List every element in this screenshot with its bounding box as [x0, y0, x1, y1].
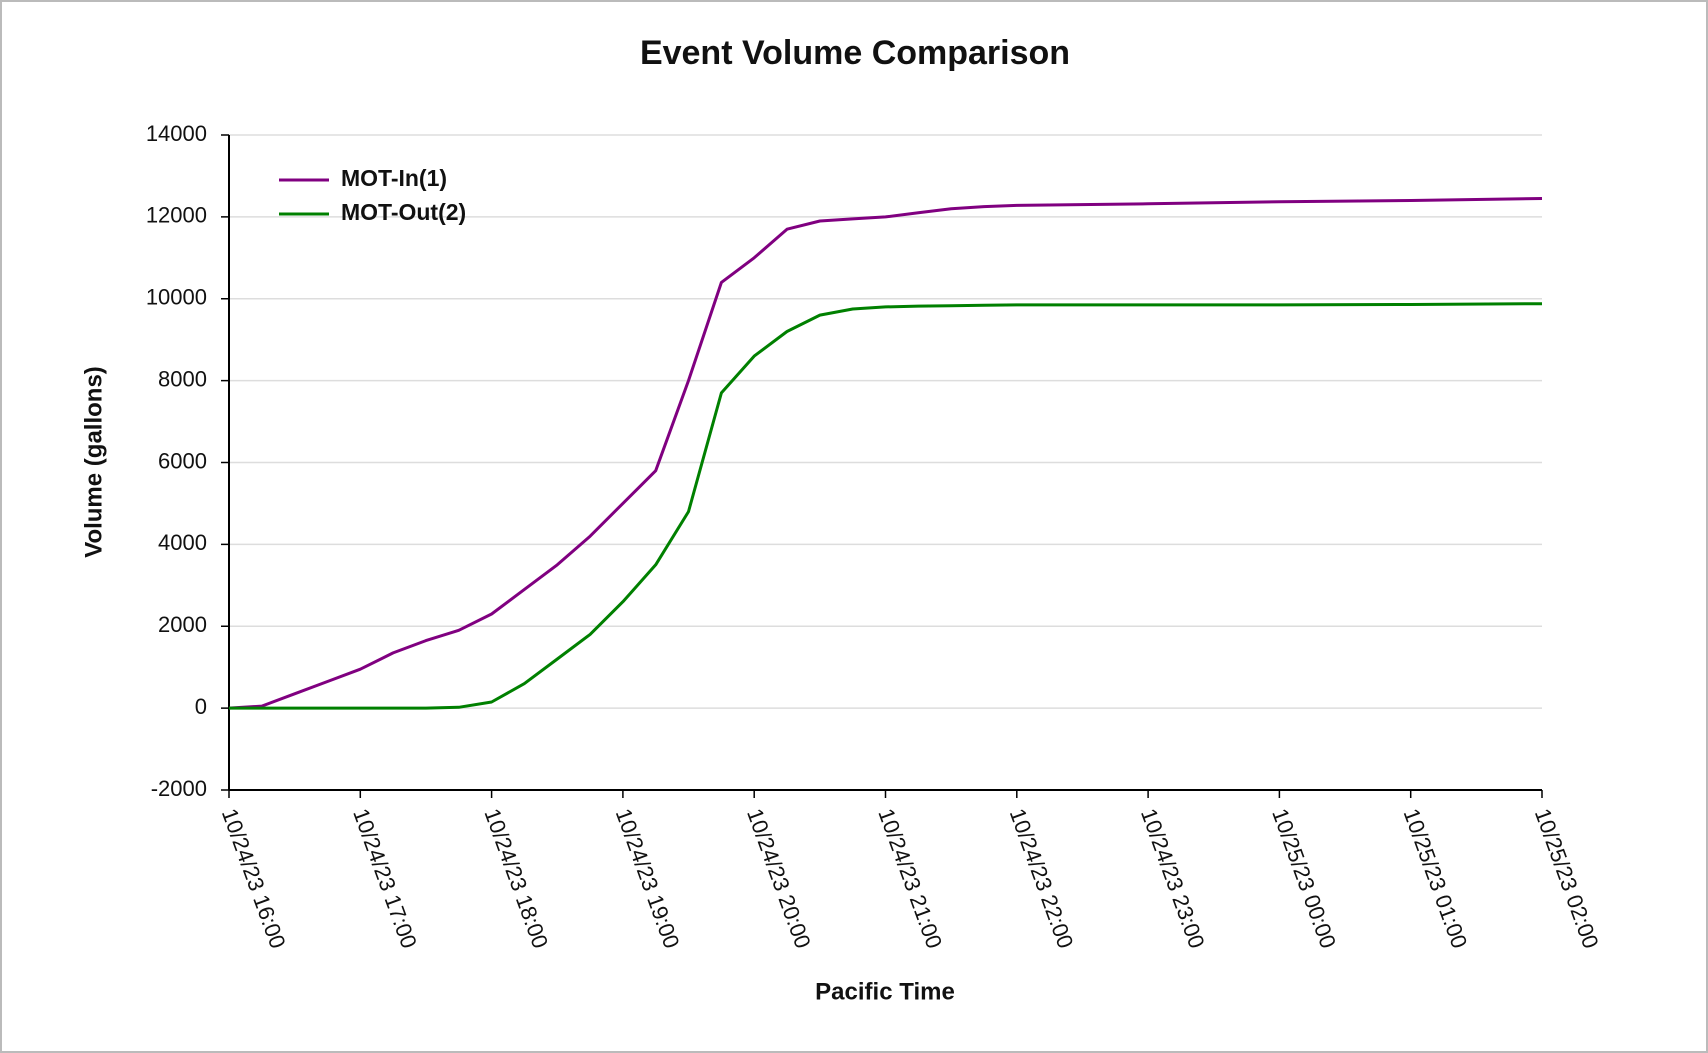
data-line [228, 197, 1543, 710]
y-axis-title: Volume (gallons) [80, 366, 107, 558]
y-tick-label: 4000 [158, 530, 207, 555]
legend-label: MOT-Out(2) [341, 199, 466, 225]
y-tick-label: 10000 [146, 285, 207, 310]
y-tick-label: 2000 [158, 612, 207, 637]
y-tick-label: 8000 [158, 366, 207, 391]
y-tick-label: 14000 [146, 121, 207, 146]
x-axis-title: Pacific Time [815, 978, 955, 1005]
y-tick-label: 0 [195, 694, 207, 719]
y-tick-label: 12000 [146, 203, 207, 228]
legend-label: MOT-In(1) [341, 165, 447, 191]
y-tick-label: -2000 [151, 776, 207, 801]
data-line [229, 302, 1543, 710]
chart-title: Event Volume Comparison [640, 34, 1070, 72]
y-tick-label: 6000 [158, 448, 207, 473]
